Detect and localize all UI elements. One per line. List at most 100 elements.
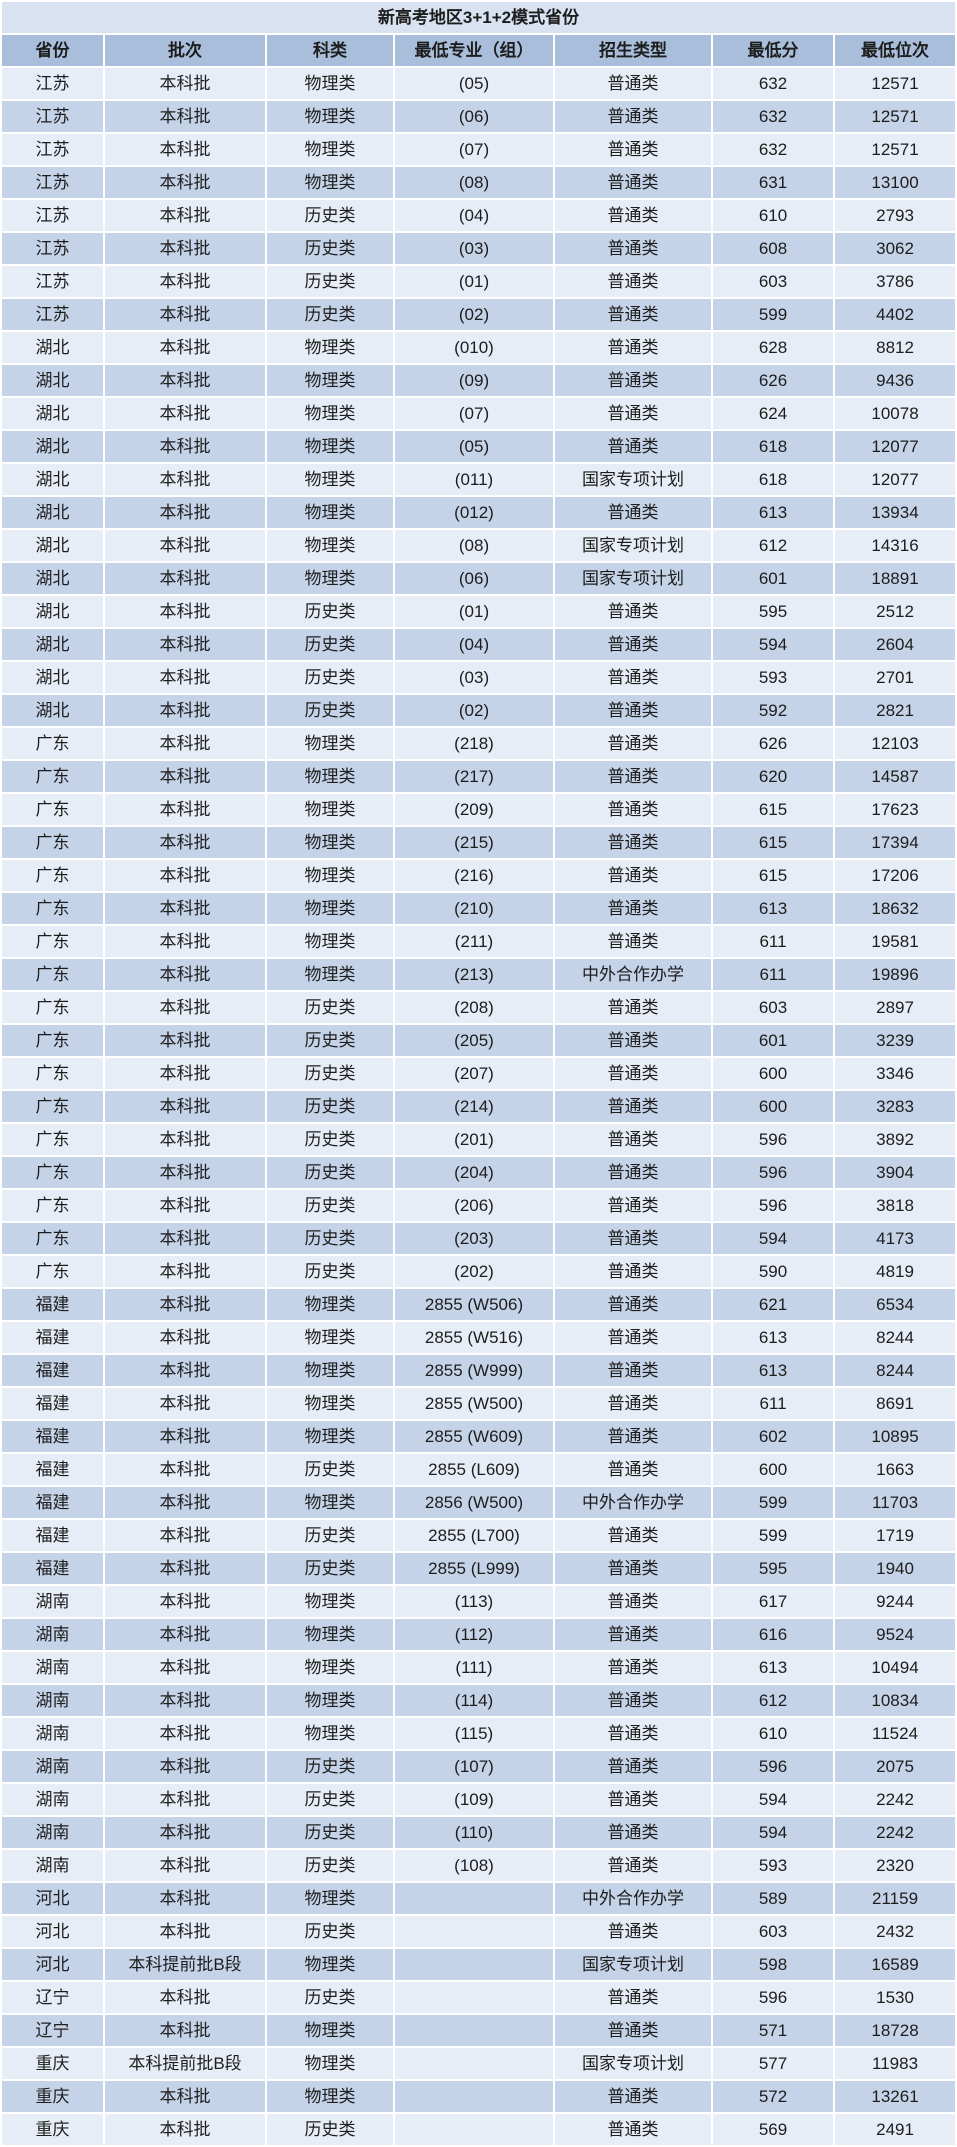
table-row: 江苏 本科批 历史类 (02) 普通类 599 4402 [2,299,956,330]
table-cell: (213) [395,959,553,990]
table-cell: 2855 (W516) [395,1322,553,1353]
table-cell: 湖北 [2,629,103,660]
table-row: 江苏 本科批 物理类 (06) 普通类 632 12571 [2,101,956,132]
table-cell: 本科批 [105,1388,265,1419]
table-cell: 2604 [835,629,956,660]
table-cell: 624 [713,398,833,429]
table-row: 湖北 本科批 物理类 (010) 普通类 628 8812 [2,332,956,363]
table-cell: 物理类 [267,101,393,132]
table-cell: 595 [713,1553,833,1584]
table-cell: (207) [395,1058,553,1089]
table-cell: 普通类 [555,728,711,759]
table-cell: 本科批 [105,1091,265,1122]
table-row: 湖南 本科批 物理类 (115) 普通类 610 11524 [2,1718,956,1749]
table-cell: 1663 [835,1454,956,1485]
table-cell: 江苏 [2,101,103,132]
table-cell: 3239 [835,1025,956,1056]
table-cell: 615 [713,860,833,891]
table-row: 湖南 本科批 物理类 (114) 普通类 612 10834 [2,1685,956,1716]
table-row: 广东 本科批 历史类 (208) 普通类 603 2897 [2,992,956,1023]
table-cell: 621 [713,1289,833,1320]
table-cell: 福建 [2,1421,103,1452]
table-row: 广东 本科批 历史类 (207) 普通类 600 3346 [2,1058,956,1089]
table-cell: 2432 [835,1916,956,1947]
table-cell: 福建 [2,1487,103,1518]
table-cell: 2320 [835,1850,956,1881]
table-cell: 本科批 [105,1355,265,1386]
table-cell: 本科批 [105,1289,265,1320]
table-cell: 湖北 [2,695,103,726]
table-cell: 本科批 [105,860,265,891]
table-cell: 广东 [2,1190,103,1221]
table-cell: 普通类 [555,1817,711,1848]
table-cell: 11524 [835,1718,956,1749]
table-cell: 普通类 [555,299,711,330]
table-cell: 599 [713,1487,833,1518]
table-cell: 3346 [835,1058,956,1089]
table-cell: 600 [713,1454,833,1485]
table-cell: 湖南 [2,1751,103,1782]
table-cell: 湖南 [2,1685,103,1716]
table-cell: 18728 [835,2015,956,2046]
table-cell: 历史类 [267,1751,393,1782]
table-cell: 16589 [835,1949,956,1980]
table-row: 河北 本科批 历史类 普通类 603 2432 [2,1916,956,1947]
table-row: 江苏 本科批 历史类 (03) 普通类 608 3062 [2,233,956,264]
table-cell: 本科批 [105,332,265,363]
table-cell: 湖南 [2,1586,103,1617]
table-row: 湖北 本科批 历史类 (04) 普通类 594 2604 [2,629,956,660]
table-cell: 普通类 [555,1751,711,1782]
table-cell: 普通类 [555,1652,711,1683]
table-cell: 2821 [835,695,956,726]
table-cell: 4819 [835,1256,956,1287]
table-cell: 本科批 [105,695,265,726]
table-cell: 普通类 [555,365,711,396]
table-cell: 历史类 [267,1850,393,1881]
table-cell: 物理类 [267,959,393,990]
table-cell: 本科批 [105,1850,265,1881]
table-cell: 611 [713,959,833,990]
table-row: 湖北 本科批 物理类 (08) 国家专项计划 612 14316 [2,530,956,561]
table-cell: 辽宁 [2,2015,103,2046]
table-row: 辽宁 本科批 物理类 普通类 571 18728 [2,2015,956,2046]
table-cell: 11983 [835,2048,956,2079]
table-row: 广东 本科批 历史类 (205) 普通类 601 3239 [2,1025,956,1056]
table-cell: (216) [395,860,553,891]
table-cell: 19896 [835,959,956,990]
table-cell: 本科批 [105,1190,265,1221]
table-cell: 普通类 [555,68,711,99]
table-cell: 历史类 [267,266,393,297]
column-header-1: 批次 [105,35,265,66]
table-cell: 603 [713,992,833,1023]
table-cell: 物理类 [267,530,393,561]
table-cell: (210) [395,893,553,924]
table-row: 湖北 本科批 历史类 (01) 普通类 595 2512 [2,596,956,627]
table-cell: 626 [713,728,833,759]
column-header-0: 省份 [2,35,103,66]
table-cell: 本科批 [105,1322,265,1353]
table-row: 福建 本科批 物理类 2855 (W500) 普通类 611 8691 [2,1388,956,1419]
table-cell: 国家专项计划 [555,563,711,594]
table-cell: 12103 [835,728,956,759]
table-cell: 普通类 [555,1388,711,1419]
table-cell: 596 [713,1157,833,1188]
table-row: 广东 本科批 物理类 (213) 中外合作办学 611 19896 [2,959,956,990]
table-cell: 历史类 [267,1124,393,1155]
table-row: 福建 本科批 物理类 2855 (W516) 普通类 613 8244 [2,1322,956,1353]
table-cell: 湖北 [2,365,103,396]
table-cell: 613 [713,1355,833,1386]
table-row: 广东 本科批 历史类 (203) 普通类 594 4173 [2,1223,956,1254]
table-cell: 普通类 [555,431,711,462]
table-cell: 物理类 [267,1685,393,1716]
table-cell: 596 [713,1190,833,1221]
table-cell: 普通类 [555,1223,711,1254]
table-cell: (107) [395,1751,553,1782]
table-row: 湖北 本科批 物理类 (012) 普通类 613 13934 [2,497,956,528]
table-cell: 普通类 [555,761,711,792]
table-cell: 物理类 [267,1421,393,1452]
table-cell: 632 [713,101,833,132]
table-cell: 本科批 [105,893,265,924]
table-cell: (203) [395,1223,553,1254]
table-cell: 普通类 [555,1289,711,1320]
